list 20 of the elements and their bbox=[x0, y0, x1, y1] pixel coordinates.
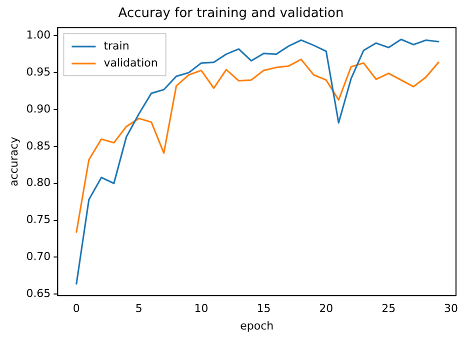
x-tick-label: 25 bbox=[382, 302, 396, 316]
legend-label: train bbox=[104, 39, 130, 52]
y-tick-label: 0.70 bbox=[26, 250, 51, 264]
y-tick-label: 0.65 bbox=[26, 286, 51, 300]
x-tick-label: 15 bbox=[256, 302, 271, 316]
y-tick-label: 0.95 bbox=[26, 65, 51, 78]
x-tick-label: 5 bbox=[135, 302, 142, 316]
legend-label: validation bbox=[104, 56, 158, 70]
y-axis-title: accuracy bbox=[7, 136, 20, 186]
y-tick-label: 0.85 bbox=[26, 139, 51, 152]
y-tick-label: 1.00 bbox=[26, 28, 51, 42]
y-tick-label: 0.75 bbox=[26, 213, 51, 226]
x-tick-label: 10 bbox=[194, 302, 208, 316]
x-axis-title: epoch bbox=[240, 319, 274, 332]
chart-title: Accuray for training and validation bbox=[118, 6, 344, 22]
y-tick-label: 0.80 bbox=[26, 176, 51, 190]
x-tick-label: 0 bbox=[72, 302, 80, 316]
y-tick-label: 0.90 bbox=[26, 102, 51, 116]
x-tick-label: 20 bbox=[319, 302, 334, 316]
x-tick-label: 30 bbox=[444, 302, 458, 316]
